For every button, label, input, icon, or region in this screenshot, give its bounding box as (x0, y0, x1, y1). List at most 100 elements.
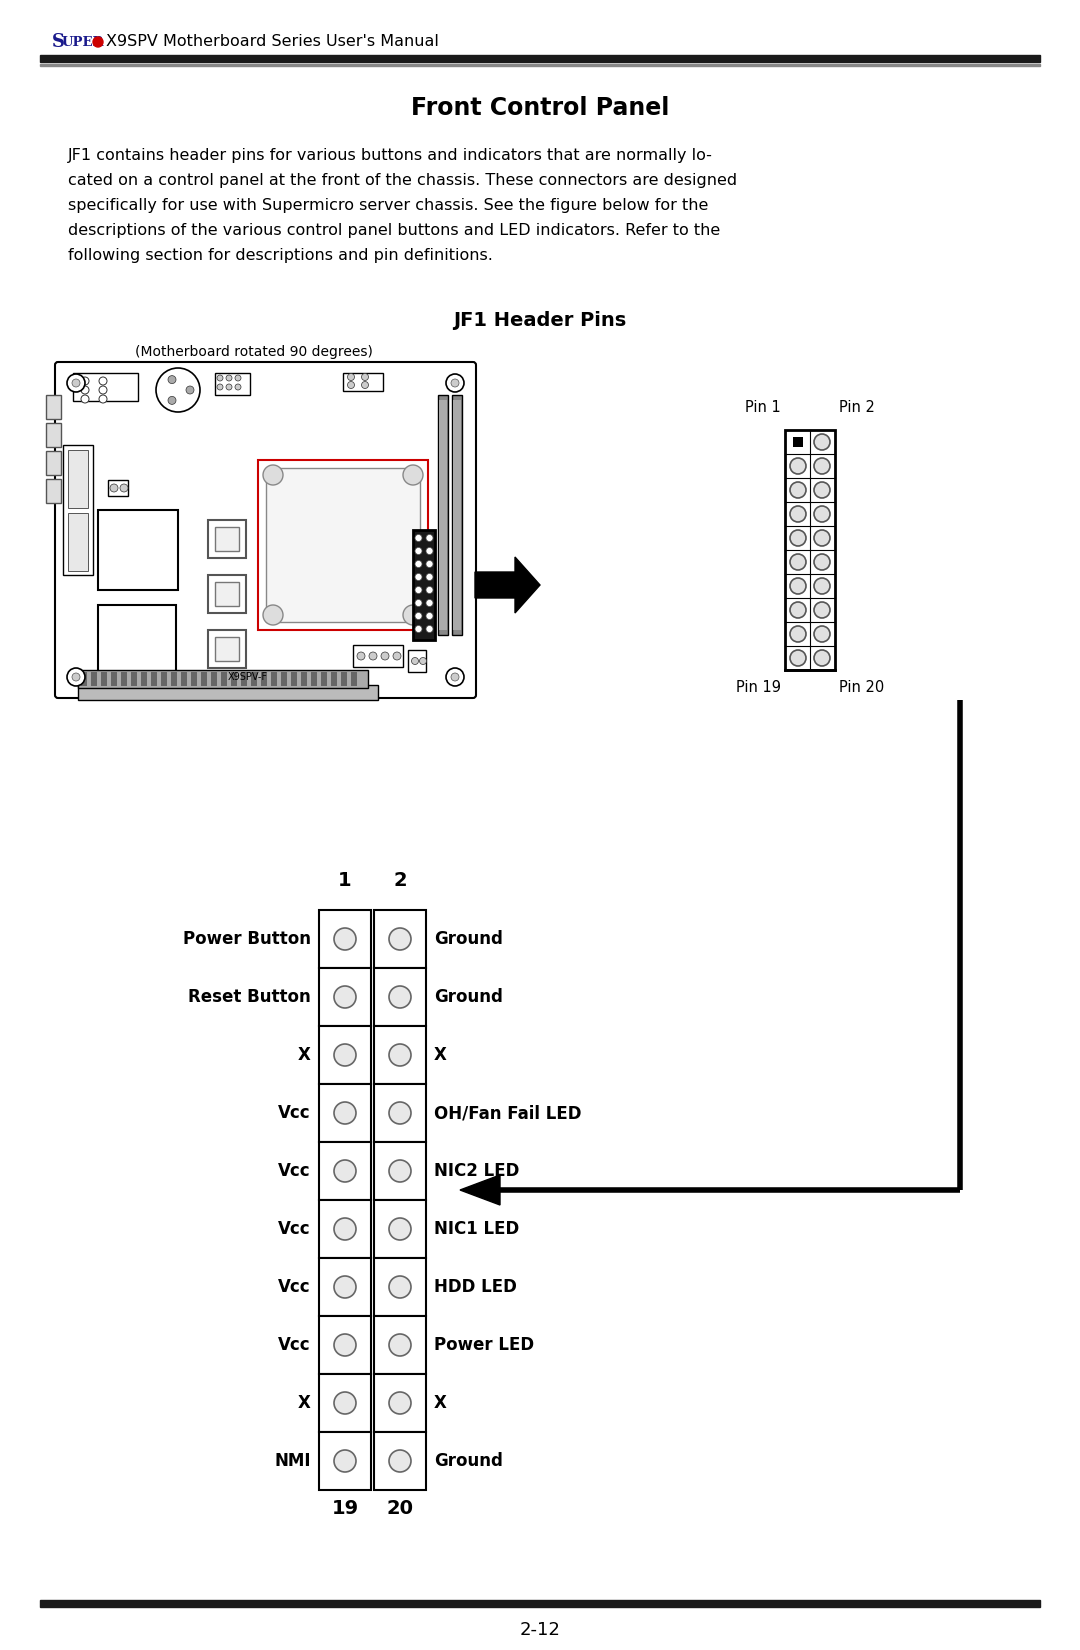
Text: following section for descriptions and pin definitions.: following section for descriptions and p… (68, 248, 492, 262)
Circle shape (446, 375, 464, 393)
Circle shape (217, 384, 222, 389)
Circle shape (789, 554, 806, 569)
Circle shape (411, 657, 419, 665)
Bar (453, 394, 462, 635)
Bar (208, 574, 246, 614)
Circle shape (814, 578, 831, 594)
Bar (319, 911, 372, 969)
Bar (374, 911, 426, 969)
Bar (98, 510, 178, 591)
Bar (793, 437, 804, 447)
Bar (374, 1432, 426, 1490)
Circle shape (217, 375, 222, 381)
Circle shape (334, 987, 356, 1008)
Circle shape (226, 375, 232, 381)
Text: X: X (434, 1046, 447, 1064)
Bar (343, 373, 383, 391)
Bar (413, 530, 435, 640)
Bar (453, 399, 461, 630)
Circle shape (348, 373, 354, 381)
Circle shape (81, 394, 89, 403)
Bar (319, 1257, 372, 1317)
Circle shape (264, 465, 283, 485)
Circle shape (186, 386, 194, 394)
Circle shape (426, 535, 433, 541)
Bar (319, 1432, 372, 1490)
Bar (215, 373, 249, 394)
Circle shape (334, 1160, 356, 1181)
Bar (208, 630, 246, 668)
Text: S: S (52, 33, 65, 51)
Circle shape (99, 376, 107, 384)
Circle shape (120, 483, 129, 492)
Circle shape (426, 625, 433, 632)
Text: Vcc: Vcc (279, 1162, 311, 1180)
Bar (46, 422, 60, 447)
Bar (40, 1600, 1040, 1607)
Bar (319, 969, 372, 1026)
Circle shape (334, 1393, 356, 1414)
Bar (319, 1200, 372, 1257)
Circle shape (451, 380, 459, 388)
Bar (319, 1374, 372, 1432)
Bar (261, 672, 267, 686)
Text: Reset Button: Reset Button (188, 988, 311, 1006)
Bar (151, 672, 157, 686)
Text: Power LED: Power LED (434, 1336, 535, 1355)
Bar (785, 431, 835, 670)
Bar (215, 637, 239, 662)
Bar (68, 450, 87, 508)
Bar (281, 672, 287, 686)
Circle shape (415, 561, 422, 568)
Circle shape (334, 927, 356, 950)
Circle shape (814, 507, 831, 521)
Text: Vcc: Vcc (279, 1279, 311, 1295)
Circle shape (334, 1450, 356, 1472)
Circle shape (81, 386, 89, 394)
Text: OH/Fan Fail LED: OH/Fan Fail LED (434, 1104, 581, 1122)
Text: X: X (434, 1394, 447, 1412)
Circle shape (72, 673, 80, 681)
Circle shape (415, 612, 422, 619)
Bar (319, 1026, 372, 1084)
Circle shape (334, 1044, 356, 1066)
Circle shape (426, 548, 433, 554)
Bar (374, 1257, 426, 1317)
Bar (271, 672, 276, 686)
Bar (438, 394, 448, 635)
Circle shape (357, 652, 365, 660)
Bar (353, 645, 403, 667)
Circle shape (369, 652, 377, 660)
Circle shape (81, 376, 89, 384)
Circle shape (67, 668, 85, 686)
Circle shape (814, 530, 831, 546)
Bar (374, 1374, 426, 1432)
Circle shape (789, 625, 806, 642)
Circle shape (226, 384, 232, 389)
Bar (201, 672, 207, 686)
Circle shape (334, 1275, 356, 1299)
Circle shape (235, 384, 241, 389)
Circle shape (789, 578, 806, 594)
Circle shape (264, 606, 283, 625)
Text: Ground: Ground (434, 931, 503, 949)
Circle shape (389, 1275, 411, 1299)
Bar (91, 672, 97, 686)
Text: Power Button: Power Button (183, 931, 311, 949)
Circle shape (72, 380, 80, 388)
Bar (438, 399, 447, 630)
Bar (141, 672, 147, 686)
Circle shape (348, 381, 354, 388)
Circle shape (814, 482, 831, 498)
Bar (330, 672, 337, 686)
Text: 2-12: 2-12 (519, 1620, 561, 1638)
Circle shape (403, 465, 423, 485)
FancyBboxPatch shape (55, 361, 476, 698)
Circle shape (67, 375, 85, 393)
Circle shape (110, 483, 118, 492)
Circle shape (93, 36, 103, 46)
Circle shape (426, 599, 433, 607)
Circle shape (389, 1450, 411, 1472)
Circle shape (789, 482, 806, 498)
Circle shape (814, 434, 831, 450)
